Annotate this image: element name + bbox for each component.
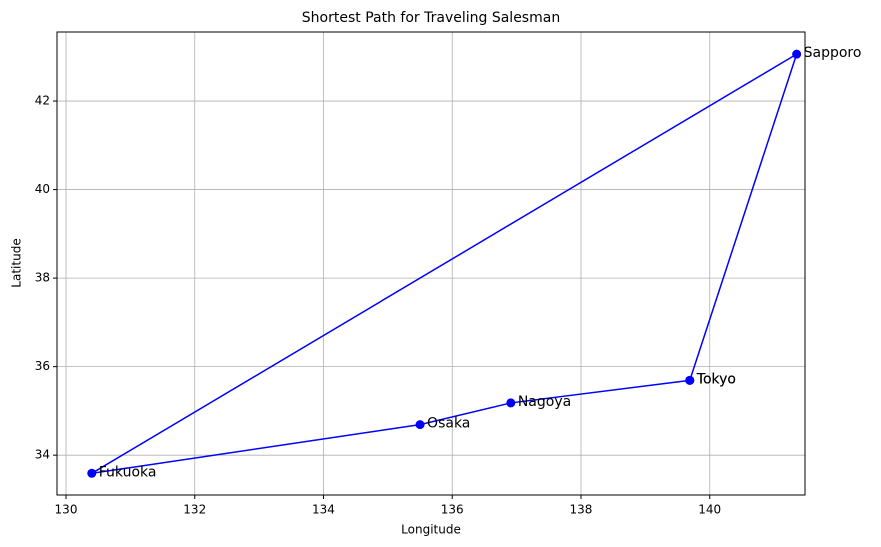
x-tick-label: 130 <box>55 503 78 517</box>
city-marker <box>415 420 425 430</box>
y-tick-label: 42 <box>35 94 50 108</box>
city-marker <box>685 375 695 385</box>
x-tick-label: 134 <box>312 503 335 517</box>
y-tick-label: 36 <box>35 359 50 373</box>
x-tick-label: 140 <box>698 503 721 517</box>
city-marker <box>506 398 516 408</box>
x-tick-label: 136 <box>441 503 464 517</box>
x-tick-label: 132 <box>183 503 206 517</box>
city-label: Fukuoka <box>99 464 157 480</box>
route-line <box>91 52 798 475</box>
x-tick-label: 138 <box>570 503 593 517</box>
x-axis-label: Longitude <box>401 523 461 537</box>
y-axis-label: Latitude <box>10 238 24 287</box>
city-marker <box>792 49 802 59</box>
chart-title: Shortest Path for Traveling Salesman <box>302 10 560 26</box>
city-marker <box>87 468 97 478</box>
y-tick-label: 34 <box>35 448 50 462</box>
city-label: Osaka <box>427 416 470 432</box>
y-tick-label: 38 <box>35 271 50 285</box>
city-label: Sapporo <box>804 45 862 61</box>
city-label: Tokyo <box>696 371 736 387</box>
plot-frame <box>56 31 806 496</box>
city-label: Tokyo <box>696 371 736 387</box>
city-label: Nagoya <box>518 394 571 410</box>
y-tick-label: 40 <box>35 182 50 196</box>
